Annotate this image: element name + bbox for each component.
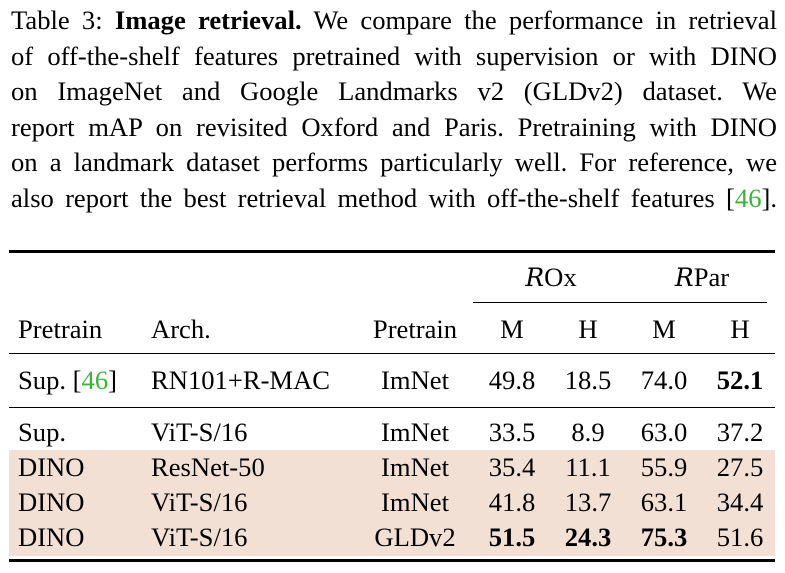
caption-line-4: report mAP on revisited Oxford and Paris… (11, 111, 777, 142)
table-row-0-rox-m: 49.8 (488, 365, 536, 395)
caption-label: Table 3: (11, 5, 103, 35)
table-row-1-data: ImNet (381, 417, 449, 447)
table-bottom-rule (9, 559, 775, 562)
table-row-4-pretrain: DINO (18, 522, 85, 552)
caption-line-1: Table 3: Image retrieval. We compare the… (11, 3, 777, 39)
header-rpar-h: H (730, 314, 750, 344)
table-row-4-rpar-h: 51.6 (716, 522, 764, 552)
caption-text: We compare the performance in retrieval (313, 5, 777, 35)
caption-line-2: of off-the-shelf features pretrained wit… (11, 40, 777, 71)
table-row-4-arch: ViT-S/16 (151, 522, 248, 552)
citation-link[interactable]: 46 (734, 182, 762, 213)
caption-line-3: on ImageNet and Google Landmarks v2 (GLD… (11, 76, 777, 107)
section-rule (9, 407, 775, 409)
table-row-1-rpar-m: 63.0 (640, 417, 688, 447)
table-row-2-data: ImNet (381, 452, 449, 482)
header-rox-h: H (578, 314, 598, 344)
table-top-rule (9, 250, 775, 253)
header-rox-m: M (500, 314, 524, 344)
header-rule (9, 353, 775, 355)
caption-title: Image retrieval. (114, 5, 302, 35)
table-row-2-rox-m: 35.4 (488, 452, 536, 482)
table-row-3-rpar-m: 63.1 (640, 487, 688, 517)
table-row-0-pretrain: Sup. [46] (18, 365, 117, 395)
table-row-4-data: GLDv2 (374, 522, 456, 552)
header-pretrain: Pretrain (18, 314, 103, 344)
table-row-0-data: ImNet (381, 365, 449, 395)
header-rpar-m: M (652, 314, 676, 344)
table-row-4-rpar-m: 75.3 (640, 522, 688, 552)
table-row-3-arch: ViT-S/16 (151, 487, 248, 517)
table-row-1-rpar-h: 37.2 (716, 417, 764, 447)
dino-rows-highlight (9, 450, 775, 556)
table-row-1-pretrain: Sup. (18, 417, 67, 447)
header-pretrain-data: Pretrain (372, 314, 458, 344)
table-row-1-rox-h: 8.9 (571, 417, 605, 447)
rox-group-header: ROx (525, 262, 577, 292)
table-row-3-rpar-h: 34.4 (716, 487, 764, 517)
rpar-group-header: RPar (674, 262, 730, 292)
table-row-3-pretrain: DINO (18, 487, 85, 517)
group-header-rule (473, 302, 767, 304)
table-row-1-arch: ViT-S/16 (151, 417, 248, 447)
table-row-0-arch: RN101+R-MAC (151, 365, 331, 395)
table-row-2-rpar-m: 55.9 (640, 452, 688, 482)
table-row-2-rox-h: 11.1 (565, 452, 611, 482)
table-row-3-rox-h: 13.7 (564, 487, 612, 517)
table-row-2-pretrain: DINO (18, 452, 85, 482)
header-arch: Arch. (151, 314, 211, 344)
row-citation-link[interactable]: 46 (81, 365, 109, 395)
table-row-0-rox-h: 18.5 (564, 365, 612, 395)
table-row-0-rpar-m: 74.0 (640, 365, 688, 395)
caption-line-5: on a landmark dataset performs particula… (11, 147, 777, 178)
table-row-2-rpar-h: 27.5 (716, 452, 764, 482)
table-row-4-rox-h: 24.3 (564, 522, 612, 552)
table-row-0-rpar-h: 52.1 (716, 365, 764, 395)
caption-line-6: also report the best retrieval method wi… (11, 182, 777, 213)
table-row-2-arch: ResNet-50 (151, 452, 265, 482)
table-caption: Table 3: Image retrieval. We compare the… (11, 3, 777, 217)
table-row-4-rox-m: 51.5 (488, 522, 536, 552)
table-row-3-data: ImNet (381, 487, 449, 517)
table-row-3-rox-m: 41.8 (488, 487, 536, 517)
table-row-1-rox-m: 33.5 (488, 417, 536, 447)
